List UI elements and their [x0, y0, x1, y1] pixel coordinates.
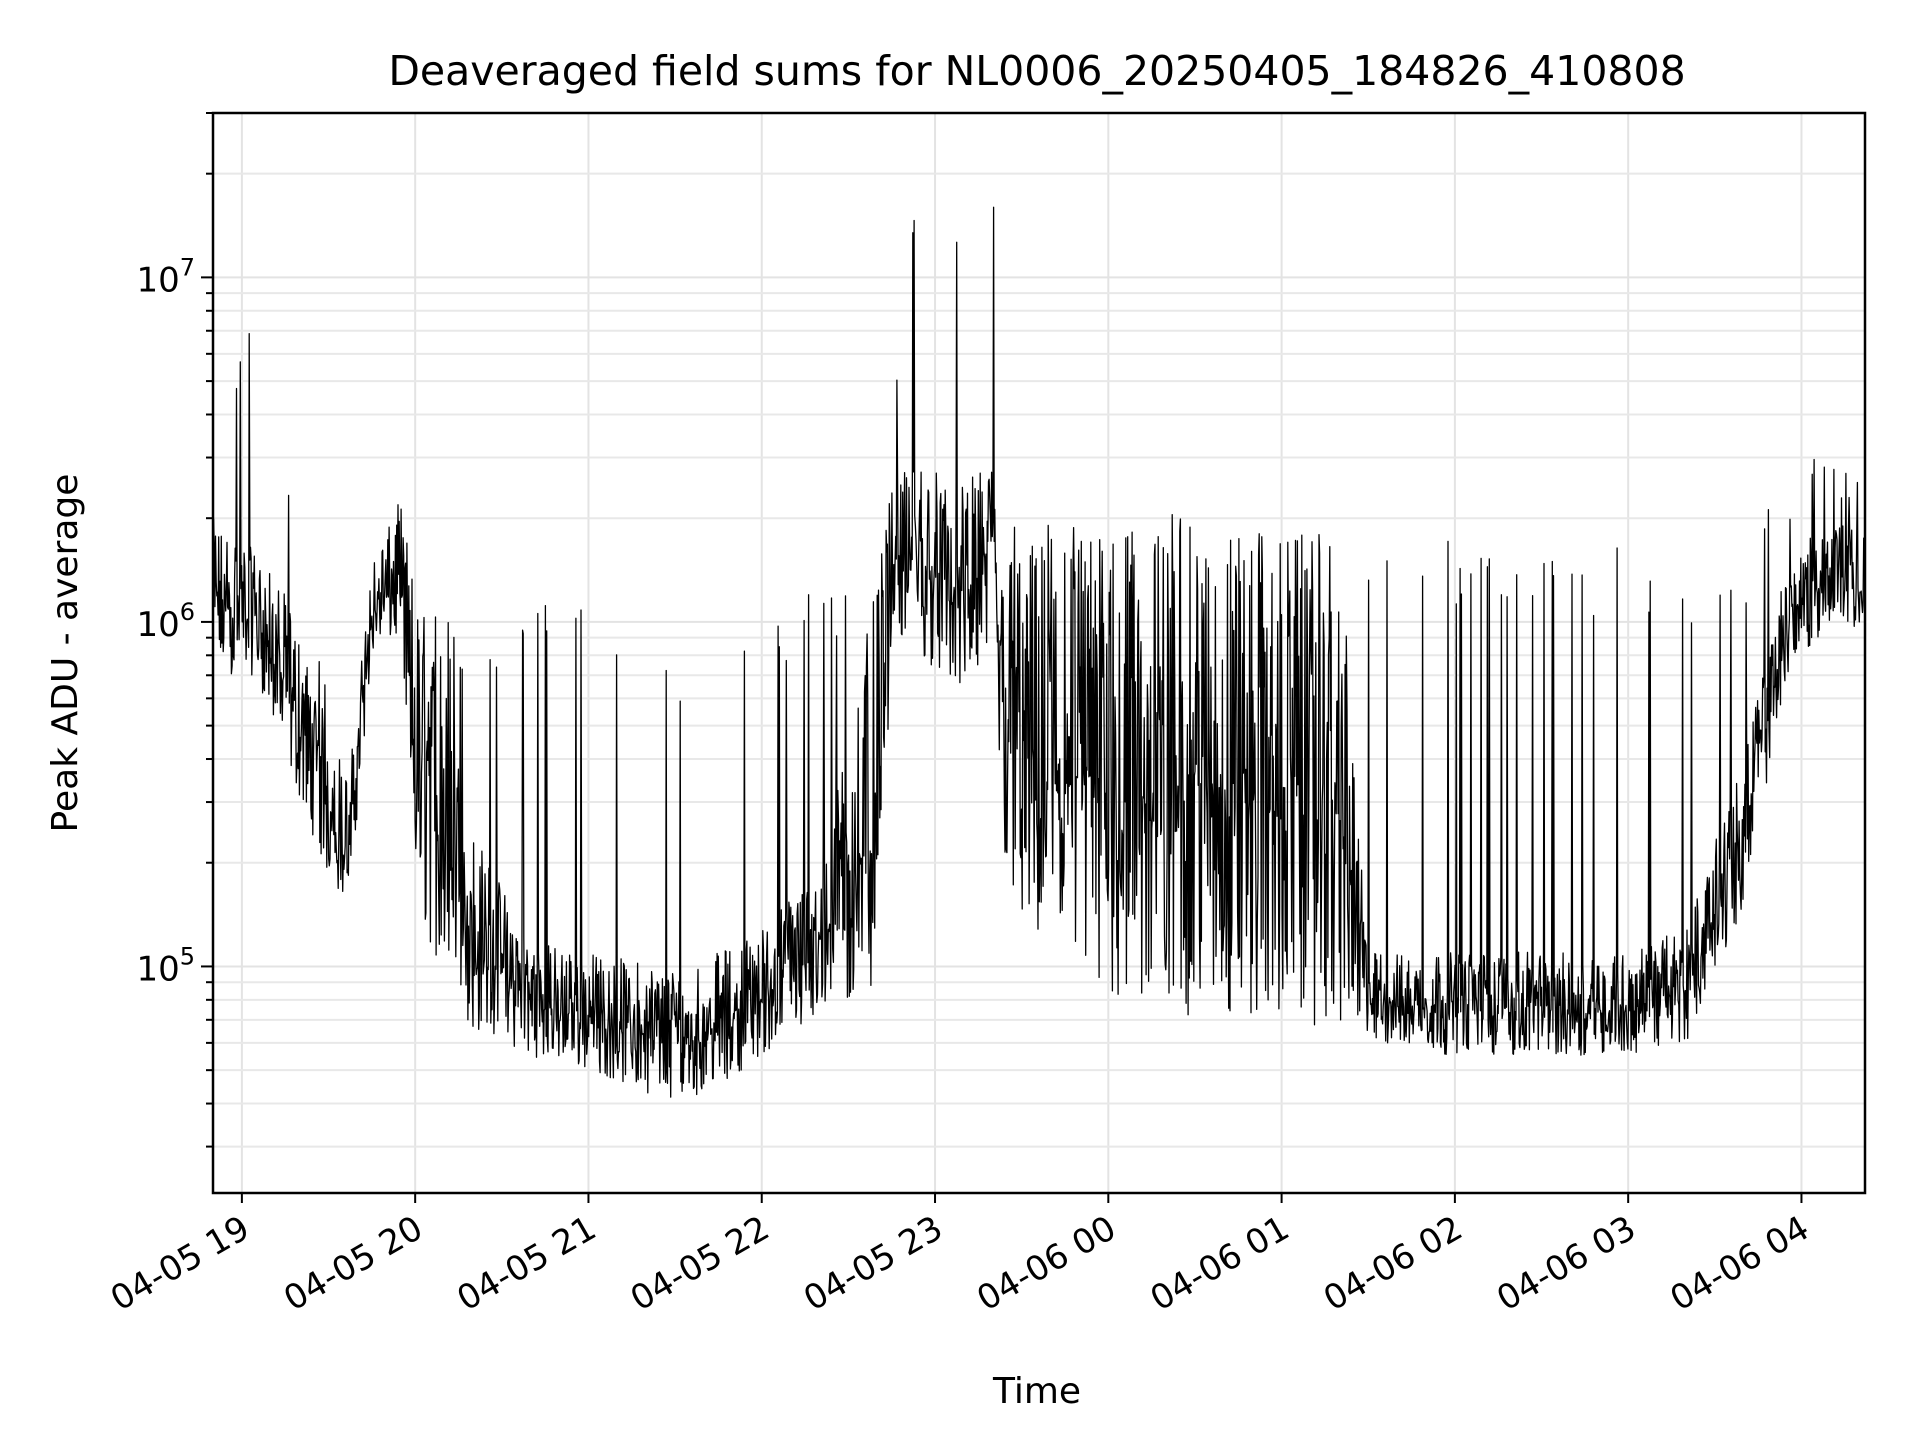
y-tick-label: 107 [136, 253, 195, 300]
chart-title: Deaveraged field sums for NL0006_2025040… [388, 47, 1685, 95]
y-axis-label: Peak ADU - average [45, 474, 86, 833]
y-tick-label: 105 [136, 942, 195, 989]
y-tick-label: 106 [136, 598, 195, 645]
plot-frame [211, 111, 1867, 1195]
series-line [212, 206, 1866, 1098]
series [212, 206, 1866, 1098]
x-axis-label: Time [992, 1371, 1081, 1412]
